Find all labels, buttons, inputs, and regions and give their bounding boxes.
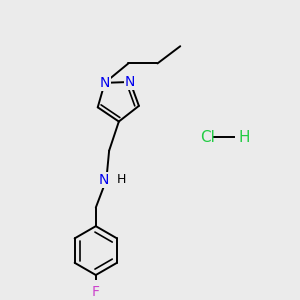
Text: N: N <box>99 173 109 187</box>
Text: N: N <box>100 76 110 90</box>
Text: Cl: Cl <box>200 130 215 145</box>
Text: N: N <box>125 75 135 89</box>
Text: F: F <box>92 285 100 299</box>
Text: H: H <box>117 173 126 186</box>
Text: H: H <box>239 130 250 145</box>
